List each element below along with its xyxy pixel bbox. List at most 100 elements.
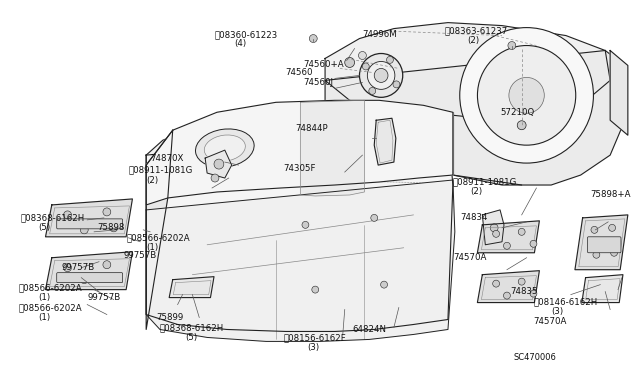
Text: Ⓢ08368-6162H: Ⓢ08368-6162H [20, 214, 84, 222]
Text: Ⓑ08146-6162H: Ⓑ08146-6162H [534, 297, 598, 306]
Text: (2): (2) [468, 36, 480, 45]
Polygon shape [325, 23, 610, 120]
Circle shape [593, 251, 600, 258]
Polygon shape [205, 150, 232, 178]
Circle shape [591, 226, 598, 233]
Circle shape [312, 286, 319, 293]
Circle shape [493, 280, 500, 287]
Text: (1): (1) [146, 243, 158, 252]
Circle shape [387, 57, 394, 63]
Text: 99757B: 99757B [124, 251, 157, 260]
Text: 74560J: 74560J [303, 78, 333, 87]
Circle shape [103, 261, 111, 269]
Circle shape [504, 242, 510, 249]
Circle shape [509, 77, 544, 113]
Circle shape [309, 35, 317, 42]
Polygon shape [146, 130, 173, 330]
Circle shape [371, 214, 378, 221]
Circle shape [302, 221, 309, 228]
Text: 74570A: 74570A [534, 317, 567, 326]
Circle shape [611, 249, 618, 256]
Polygon shape [301, 100, 364, 196]
Circle shape [63, 211, 72, 219]
Text: Ⓢ08566-6202A: Ⓢ08566-6202A [127, 233, 190, 242]
Text: Ⓢ08566-6202A: Ⓢ08566-6202A [19, 303, 82, 312]
Circle shape [393, 81, 400, 88]
Text: 75898: 75898 [97, 223, 124, 232]
Polygon shape [477, 221, 540, 253]
Circle shape [508, 42, 516, 49]
Polygon shape [169, 277, 214, 298]
Circle shape [367, 61, 395, 89]
Text: 99757B: 99757B [87, 293, 120, 302]
Circle shape [80, 276, 88, 283]
Text: 64824N: 64824N [353, 325, 387, 334]
Text: (3): (3) [551, 307, 563, 316]
Circle shape [530, 290, 537, 297]
Text: Ⓢ08566-6202A: Ⓢ08566-6202A [19, 283, 82, 292]
Text: 74834: 74834 [461, 214, 488, 222]
Circle shape [609, 224, 616, 231]
Text: Ⓑ08368-6162H: Ⓑ08368-6162H [160, 323, 224, 332]
Circle shape [110, 274, 118, 282]
Circle shape [517, 121, 526, 130]
Circle shape [110, 224, 118, 232]
Text: 74570A: 74570A [453, 253, 486, 262]
Ellipse shape [204, 135, 245, 161]
Circle shape [460, 28, 593, 163]
Text: Ⓑ08156-6162F: Ⓑ08156-6162F [284, 333, 346, 342]
Polygon shape [45, 199, 132, 237]
Text: (2): (2) [470, 187, 483, 196]
Circle shape [214, 159, 224, 169]
Polygon shape [146, 180, 455, 341]
Circle shape [211, 174, 219, 182]
Circle shape [358, 51, 366, 60]
Text: (3): (3) [307, 343, 319, 352]
Polygon shape [582, 275, 623, 302]
Polygon shape [610, 51, 628, 135]
Circle shape [530, 240, 537, 247]
Circle shape [63, 264, 72, 272]
Text: 74560: 74560 [286, 68, 313, 77]
Circle shape [490, 224, 498, 232]
Polygon shape [575, 215, 628, 270]
Circle shape [374, 68, 388, 82]
Circle shape [518, 228, 525, 235]
Text: 74835: 74835 [510, 287, 538, 296]
Text: 74870X: 74870X [150, 154, 184, 163]
Polygon shape [45, 252, 132, 290]
Polygon shape [483, 210, 504, 245]
Text: SC470006: SC470006 [514, 353, 557, 362]
Text: (1): (1) [38, 313, 50, 322]
Text: (5): (5) [38, 223, 50, 232]
FancyBboxPatch shape [57, 273, 123, 283]
Circle shape [518, 278, 525, 285]
Text: (2): (2) [146, 176, 158, 185]
Text: 75899: 75899 [156, 313, 183, 322]
Text: (1): (1) [38, 293, 50, 302]
Circle shape [493, 230, 500, 237]
Circle shape [381, 281, 387, 288]
FancyBboxPatch shape [588, 237, 621, 253]
Text: Ⓝ08911-1081G: Ⓝ08911-1081G [453, 177, 517, 186]
Text: Ⓝ08911-1081G: Ⓝ08911-1081G [129, 166, 193, 174]
Circle shape [360, 54, 403, 97]
Circle shape [345, 58, 355, 67]
Circle shape [504, 292, 510, 299]
Text: (5): (5) [186, 333, 198, 342]
Text: 74560+A: 74560+A [303, 60, 344, 69]
Polygon shape [374, 118, 396, 165]
Polygon shape [477, 271, 540, 302]
Circle shape [80, 226, 88, 234]
Text: 99757B: 99757B [61, 263, 95, 272]
Circle shape [477, 45, 576, 145]
Ellipse shape [195, 129, 254, 167]
Text: 74305F: 74305F [284, 164, 316, 173]
Text: Ⓢ08363-61237: Ⓢ08363-61237 [445, 26, 508, 35]
Text: 75898+A: 75898+A [591, 190, 631, 199]
Text: Ⓢ08360-61223: Ⓢ08360-61223 [215, 30, 278, 39]
Polygon shape [146, 128, 453, 331]
Circle shape [369, 87, 376, 94]
Polygon shape [146, 115, 448, 165]
FancyBboxPatch shape [57, 219, 123, 229]
